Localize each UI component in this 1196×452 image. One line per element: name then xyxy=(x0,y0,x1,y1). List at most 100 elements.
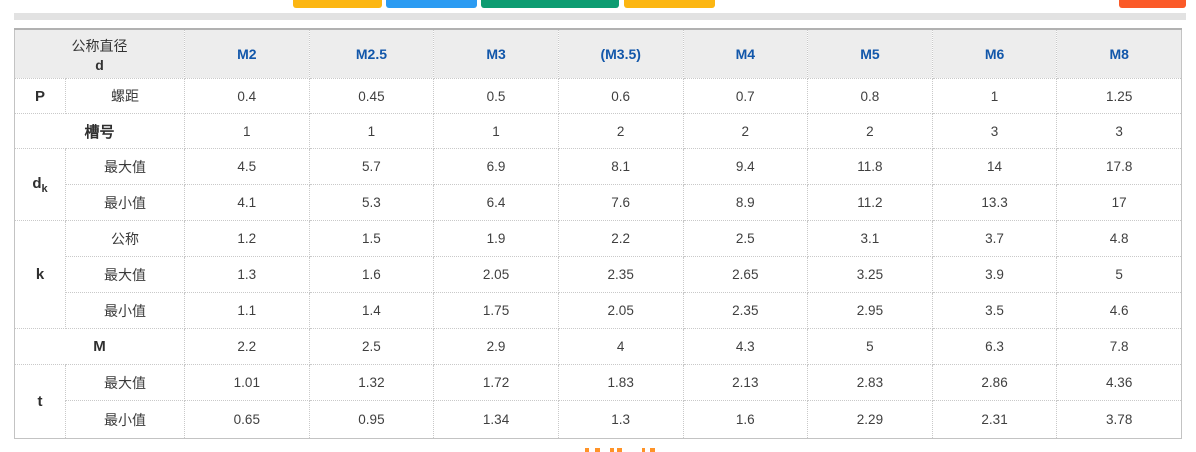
value-cell: 3 xyxy=(1056,113,1182,149)
value-cell: 2.2 xyxy=(557,220,684,257)
value-cell: 1.6 xyxy=(682,400,809,439)
value-cell: 2.35 xyxy=(682,292,809,329)
value-cell: 4.36 xyxy=(1056,364,1182,401)
partial-button-yellow-2[interactable] xyxy=(624,0,715,8)
text-fragment xyxy=(595,448,600,452)
divider-strip xyxy=(14,13,1186,20)
text-fragment xyxy=(585,448,589,452)
value-cell: 13.3 xyxy=(931,184,1058,221)
value-cell: 1.3 xyxy=(184,256,310,293)
value-cell: 2 xyxy=(682,113,809,149)
value-cell: 1.25 xyxy=(1056,78,1182,114)
row-label: 槽号 xyxy=(14,113,185,149)
value-cell: 1.5 xyxy=(308,220,435,257)
value-cell: 2.5 xyxy=(682,220,809,257)
value-cell: 2.05 xyxy=(557,292,684,329)
column-header-m3.5: (M3.5) xyxy=(557,28,684,79)
column-header-m2.5: M2.5 xyxy=(308,28,435,79)
value-cell: 3 xyxy=(931,113,1058,149)
value-cell: 1 xyxy=(184,113,310,149)
value-cell: 1.32 xyxy=(308,364,435,401)
column-header-m2: M2 xyxy=(184,28,310,79)
column-header-m4: M4 xyxy=(682,28,809,79)
value-cell: 0.5 xyxy=(433,78,559,114)
value-cell: 4.5 xyxy=(184,148,310,185)
column-header-m5: M5 xyxy=(807,28,933,79)
value-cell: 1.9 xyxy=(433,220,559,257)
row-label: k xyxy=(14,220,66,329)
value-cell: 4.6 xyxy=(1056,292,1182,329)
value-cell: 2.5 xyxy=(308,328,435,365)
value-cell: 2.29 xyxy=(807,400,933,439)
value-cell: 0.45 xyxy=(308,78,435,114)
value-cell: 1 xyxy=(433,113,559,149)
diameter-symbol: d xyxy=(95,57,104,73)
clipped-bottom-link-text[interactable] xyxy=(583,448,673,452)
partial-button-blue[interactable] xyxy=(386,0,477,8)
row-label: P xyxy=(14,78,66,114)
value-cell: 3.78 xyxy=(1056,400,1182,439)
table-row: 最小值 1.1 1.4 1.75 2.05 2.35 2.95 3.5 4.6 xyxy=(15,292,1182,329)
row-sublabel: 最小值 xyxy=(65,400,185,439)
column-header-m8: M8 xyxy=(1056,28,1182,79)
value-cell: 2.31 xyxy=(931,400,1058,439)
value-cell: 4 xyxy=(557,328,684,365)
row-label: M xyxy=(14,328,185,365)
partial-button-green[interactable] xyxy=(481,0,619,8)
header-row: 公称直径 d M2 M2.5 M3 (M3.5) M4 M5 M6 M8 xyxy=(14,28,1182,79)
value-cell: 1 xyxy=(931,78,1058,114)
row-label: t xyxy=(14,364,66,439)
value-cell: 1 xyxy=(308,113,435,149)
value-cell: 1.3 xyxy=(557,400,684,439)
value-cell: 1.4 xyxy=(308,292,435,329)
value-cell: 1.72 xyxy=(433,364,559,401)
value-cell: 2.95 xyxy=(807,292,933,329)
table-row: 槽号 1 1 1 2 2 2 3 3 xyxy=(14,113,1182,149)
table-row: t 最大值 1.01 1.32 1.72 1.83 2.13 2.83 2.86 4.36 xyxy=(14,364,1182,439)
value-cell: 0.7 xyxy=(682,78,809,114)
value-cell: 0.4 xyxy=(184,78,310,114)
value-cell: 2 xyxy=(807,113,933,149)
value-cell: 1.1 xyxy=(184,292,310,329)
value-cell: 0.8 xyxy=(807,78,933,114)
value-cell: 2.86 xyxy=(931,364,1058,401)
table-row: k 公称 1.2 1.5 1.9 2.2 2.5 3.1 3.7 4.8 xyxy=(14,220,1182,329)
value-cell: 4.1 xyxy=(184,184,310,221)
table-row: M 2.2 2.5 2.9 4 4.3 5 6.3 7.8 xyxy=(14,328,1182,365)
value-cell: 0.6 xyxy=(557,78,684,114)
value-cell: 11.8 xyxy=(807,148,933,185)
row-sublabel: 螺距 xyxy=(65,78,185,114)
value-cell: 3.5 xyxy=(931,292,1058,329)
value-cell: 2.83 xyxy=(807,364,933,401)
value-cell: 1.6 xyxy=(308,256,435,293)
text-fragment xyxy=(650,448,655,452)
value-cell: 1.2 xyxy=(184,220,310,257)
corner-header-cell: 公称直径 d xyxy=(14,28,185,79)
value-cell: 6.9 xyxy=(433,148,559,185)
value-cell: 4.8 xyxy=(1056,220,1182,257)
value-cell: 9.4 xyxy=(682,148,809,185)
value-cell: 3.9 xyxy=(931,256,1058,293)
value-cell: 2.9 xyxy=(433,328,559,365)
value-cell: 6.3 xyxy=(931,328,1058,365)
value-cell: 2.05 xyxy=(433,256,559,293)
partial-button-orange[interactable] xyxy=(1119,0,1186,8)
value-cell: 2.2 xyxy=(184,328,310,365)
value-cell: 5.3 xyxy=(308,184,435,221)
value-cell: 3.1 xyxy=(807,220,933,257)
value-cell: 2.35 xyxy=(557,256,684,293)
value-cell: 14 xyxy=(931,148,1058,185)
partial-button-yellow-1[interactable] xyxy=(293,0,382,8)
value-cell: 6.4 xyxy=(433,184,559,221)
value-cell: 7.8 xyxy=(1056,328,1182,365)
row-label: dk xyxy=(14,148,66,221)
value-cell: 7.6 xyxy=(557,184,684,221)
nominal-diameter-label: 公称直径 xyxy=(71,38,128,54)
text-fragment xyxy=(642,448,645,452)
value-cell: 2.13 xyxy=(682,364,809,401)
table-row: 最小值 4.1 5.3 6.4 7.6 8.9 11.2 13.3 17 xyxy=(15,184,1182,221)
value-cell: 17.8 xyxy=(1056,148,1182,185)
value-cell: 3.25 xyxy=(807,256,933,293)
value-cell: 1.01 xyxy=(184,364,310,401)
table-row: P 螺距 0.4 0.45 0.5 0.6 0.7 0.8 1 1.25 xyxy=(14,78,1182,114)
